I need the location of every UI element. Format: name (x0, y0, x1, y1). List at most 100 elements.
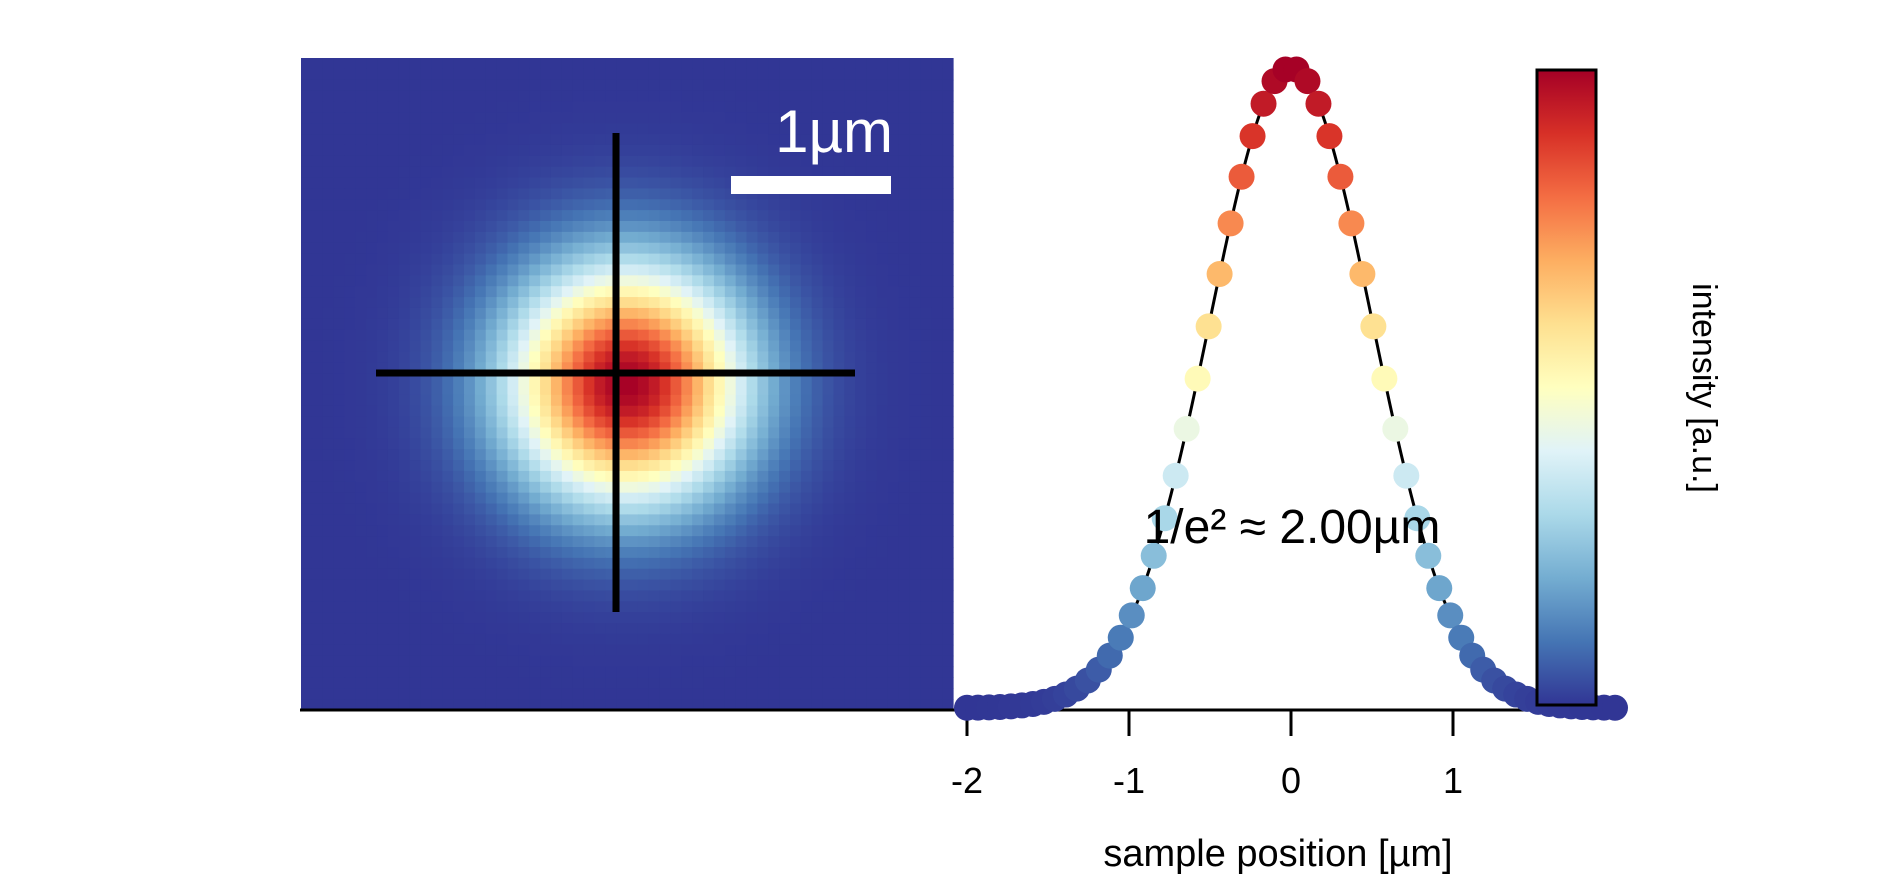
heatmap-cell (496, 144, 509, 157)
heatmap-cell (453, 253, 465, 266)
heatmap-cell (822, 68, 835, 81)
heatmap-cell (366, 590, 378, 602)
heatmap-cell (898, 394, 911, 407)
heatmap-cell (681, 188, 693, 200)
heatmap-cell (681, 90, 693, 103)
heatmap-cell (724, 286, 737, 298)
heatmap-cell (833, 688, 845, 700)
heatmap-cell (779, 601, 791, 613)
heatmap-cell (811, 253, 824, 266)
colorbar-label: intensity [a.u.] (1685, 283, 1723, 493)
heatmap-cell (876, 503, 889, 515)
heatmap-cell (637, 416, 650, 429)
heatmap-cell (529, 101, 541, 113)
heatmap-cell (627, 503, 639, 515)
heatmap-cell (540, 644, 552, 657)
heatmap-cell (703, 481, 715, 494)
heatmap-cell (692, 264, 704, 276)
heatmap-cell (659, 481, 672, 494)
heatmap-cell (800, 362, 813, 374)
heatmap-cell (768, 253, 780, 266)
heatmap-cell (485, 286, 498, 298)
heatmap-cell (713, 699, 726, 711)
heatmap-cell (931, 547, 943, 559)
heatmap-cell (605, 362, 617, 374)
heatmap-cell (431, 470, 443, 483)
heatmap-cell (746, 307, 758, 320)
heatmap-cell (387, 644, 400, 657)
heatmap-cell (529, 307, 541, 320)
heatmap-cell (474, 68, 487, 81)
heatmap-cell (518, 58, 530, 70)
heatmap-cell (301, 286, 313, 298)
heatmap-cell (550, 633, 563, 646)
heatmap-cell (333, 210, 346, 222)
heatmap-cell (735, 242, 748, 255)
heatmap-cell (703, 221, 715, 233)
heatmap-cell (311, 297, 324, 309)
heatmap-cell (485, 134, 498, 146)
heatmap-cell (496, 438, 509, 450)
heatmap-cell (594, 340, 606, 352)
heatmap-cell (692, 655, 704, 668)
heatmap-cell (898, 644, 911, 657)
heatmap-cell (713, 427, 726, 439)
heatmap-cell (464, 155, 476, 168)
heatmap-cell (692, 362, 704, 374)
heatmap-cell (333, 340, 346, 352)
heatmap-cell (507, 199, 519, 211)
heatmap-cell (757, 286, 769, 298)
heatmap-cell (768, 79, 780, 92)
heatmap-cell (594, 677, 606, 689)
heatmap-cell (757, 503, 769, 515)
heatmap-cell (355, 666, 367, 678)
heatmap-cell (909, 699, 921, 711)
heatmap-cell (746, 286, 758, 298)
heatmap-cell (540, 275, 552, 287)
heatmap-cell (583, 90, 595, 103)
heatmap-cell (550, 557, 563, 570)
heatmap-cell (301, 568, 313, 581)
heatmap-cell (909, 612, 921, 624)
heatmap-cell (464, 297, 476, 309)
heatmap-cell (811, 231, 824, 244)
heatmap-cell (920, 416, 932, 429)
heatmap-cell (540, 231, 552, 244)
heatmap-cell (377, 557, 389, 570)
heatmap-cell (322, 264, 335, 276)
heatmap-cell (746, 416, 758, 429)
heatmap-cell (887, 633, 900, 646)
heatmap-cell (572, 297, 585, 309)
heatmap-cell (800, 470, 813, 483)
heatmap-cell (942, 166, 954, 179)
heatmap-cell (659, 677, 672, 689)
heatmap-cell (474, 373, 487, 385)
heatmap-cell (757, 568, 769, 581)
heatmap-cell (648, 536, 661, 548)
heatmap-cell (876, 644, 889, 657)
heatmap-cell (942, 144, 954, 157)
heatmap-cell (420, 666, 432, 678)
heatmap-cell (398, 286, 411, 298)
heatmap-cell (301, 58, 313, 70)
heatmap-cell (800, 416, 813, 429)
heatmap-cell (746, 699, 758, 711)
heatmap-cell (931, 242, 943, 255)
heatmap-cell (931, 590, 943, 602)
heatmap-cell (409, 221, 422, 233)
heatmap-cell (822, 362, 835, 374)
heatmap-cell (420, 144, 432, 157)
heatmap-cell (409, 460, 422, 472)
heatmap-cell (377, 329, 389, 342)
heatmap-cell (583, 166, 595, 179)
heatmap-cell (529, 155, 541, 168)
heatmap-cell (344, 579, 356, 592)
heatmap-cell (453, 612, 465, 624)
heatmap-cell (746, 547, 758, 559)
heatmap-cell (855, 492, 867, 505)
heatmap-cell (507, 568, 519, 581)
heatmap-cell (866, 655, 878, 668)
heatmap-cell (790, 221, 802, 233)
heatmap-cell (822, 112, 835, 124)
heatmap-cell (735, 405, 748, 418)
